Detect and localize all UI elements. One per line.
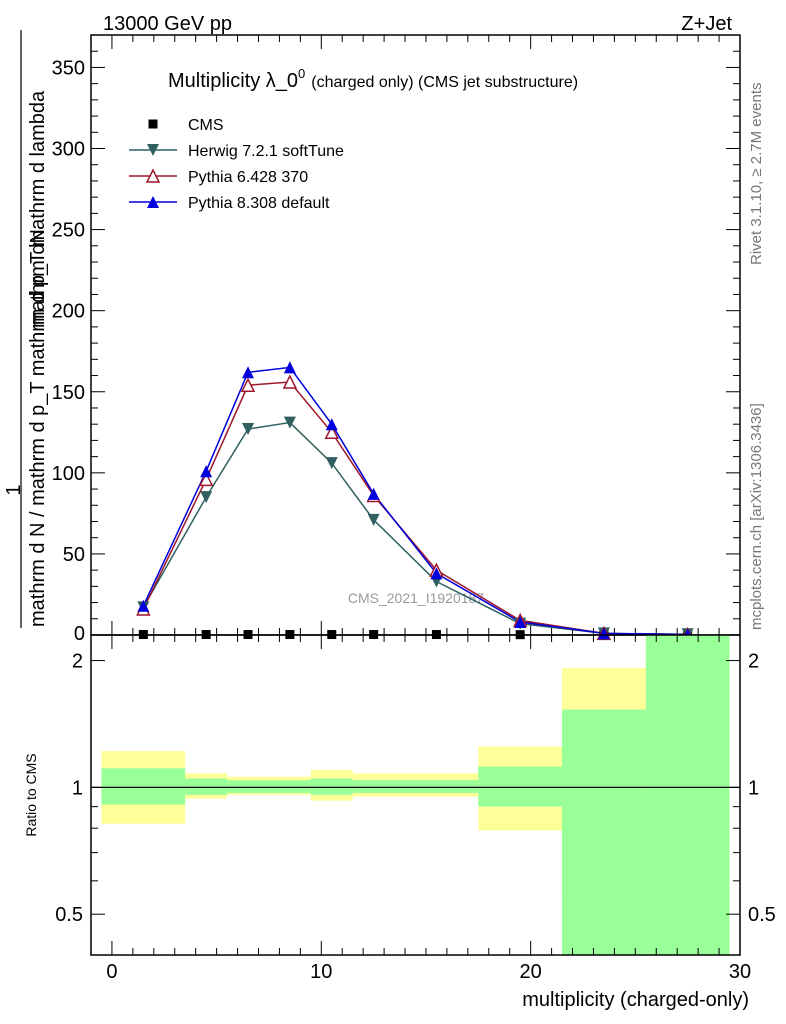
data-point xyxy=(367,487,380,500)
ratio-band-stat xyxy=(562,709,646,955)
main-ytick-label: 150 xyxy=(52,382,85,404)
ratio-band-stat xyxy=(227,780,269,793)
chart-title-main: Multiplicity λ_0 xyxy=(168,70,298,92)
data-point xyxy=(324,424,339,440)
ratio-ylabel: Ratio to CMS xyxy=(23,753,39,836)
data-point xyxy=(430,567,443,580)
data-point xyxy=(242,423,255,436)
ratio-frame xyxy=(90,634,741,956)
ratio-ytick-label: 1 xyxy=(72,777,83,799)
ylabel-top: mathrm dN xyxy=(27,229,49,328)
legend: CMS Herwig 7.2.1 softTune Pythia 6.428 370… xyxy=(129,117,344,212)
process-label: Z+Jet xyxy=(681,13,732,35)
ratio-band-stat xyxy=(352,780,479,793)
ratio-panel: 0.5 0.51 12 20 10 20 30 Ratio to CMS multiplic… xyxy=(23,634,776,1011)
ratio-axes: 0.5 0.51 12 20 10 20 30 xyxy=(55,634,776,983)
ratio-xtick-label: 20 xyxy=(520,961,542,983)
series-line-1 xyxy=(142,421,688,635)
ratio-band-stat xyxy=(310,778,353,795)
main-ytick-label: 350 xyxy=(52,57,85,79)
rivet-label: Rivet 3.1.10, ≥ 2.7M events xyxy=(748,83,765,266)
main-ytick-label: 100 xyxy=(52,463,85,485)
ratio-ytick-label: 2 xyxy=(72,651,83,673)
data-point xyxy=(325,457,338,470)
legend-label: Pythia 6.428 370 xyxy=(188,169,308,186)
ratio-band-stat xyxy=(478,766,563,807)
series-line-3 xyxy=(142,366,688,636)
ratio-ytick-label: 0.5 xyxy=(55,904,83,926)
data-point xyxy=(367,513,380,526)
main-ytick-label: 250 xyxy=(52,220,85,242)
data-point xyxy=(240,377,256,393)
energy-label: 13000 GeV pp xyxy=(103,13,232,35)
legend-label: Herwig 7.2.1 softTune xyxy=(188,143,344,160)
data-point xyxy=(325,418,338,431)
data-point xyxy=(137,599,150,612)
ratio-bands xyxy=(91,635,740,955)
data-point xyxy=(597,627,610,640)
ratio-band-stat xyxy=(101,768,186,805)
main-series xyxy=(136,361,695,642)
chart-title-sub: (charged only) (CMS jet substructure) xyxy=(311,74,578,91)
data-point xyxy=(198,471,214,487)
ratio-ytick-label-right: 1 xyxy=(748,777,759,799)
legend-marker xyxy=(147,144,159,156)
ratio-xtick-label: 30 xyxy=(729,961,751,983)
series-line-2 xyxy=(142,381,688,636)
data-point xyxy=(514,616,527,629)
main-ytick-label: 200 xyxy=(52,301,85,323)
legend-marker xyxy=(145,168,161,183)
main-panel: CMS_2021_I1920187 Multiplicity λ_00(char… xyxy=(3,30,741,645)
ratio-ytick-label-right: 2 xyxy=(748,651,759,673)
chart-title-sup: 0 xyxy=(298,66,305,81)
watermark-label: CMS_2021_I1920187 xyxy=(348,590,484,606)
main-ytick-label-zero: 0 xyxy=(74,623,85,645)
main-ytick-label: 300 xyxy=(52,139,85,161)
ratio-band-stat xyxy=(645,635,730,955)
ratio-xtick-label: 10 xyxy=(310,961,332,983)
mcplots-label: mcplots.cern.ch [arXiv:1306.3436] xyxy=(748,403,765,630)
ylabel-denominator: mathrm d N / mathrm d p_T mathrm d p_T m… xyxy=(27,90,49,627)
data-point xyxy=(283,416,296,429)
chart-title: Multiplicity λ_00 (charged only) (CMS jet… xyxy=(168,66,578,92)
main-ytick-label: 50 xyxy=(63,544,85,566)
legend-marker xyxy=(147,196,159,208)
data-point xyxy=(242,366,255,379)
legend-marker xyxy=(148,119,158,129)
data-point xyxy=(282,374,298,389)
data-point xyxy=(200,465,213,478)
legend-label: Pythia 8.308 default xyxy=(188,195,330,212)
x-axis-label: multiplicity (charged-only) xyxy=(522,989,749,1011)
data-point xyxy=(283,361,296,374)
ratio-band-stat xyxy=(268,780,311,793)
ratio-xtick-label: 0 xyxy=(106,961,117,983)
data-point xyxy=(200,491,213,504)
ylabel-numerator: 1 xyxy=(3,484,25,495)
legend-label: CMS xyxy=(188,117,224,134)
ratio-ytick-label-right: 0.5 xyxy=(748,904,776,926)
ratio-band-stat xyxy=(185,778,228,795)
